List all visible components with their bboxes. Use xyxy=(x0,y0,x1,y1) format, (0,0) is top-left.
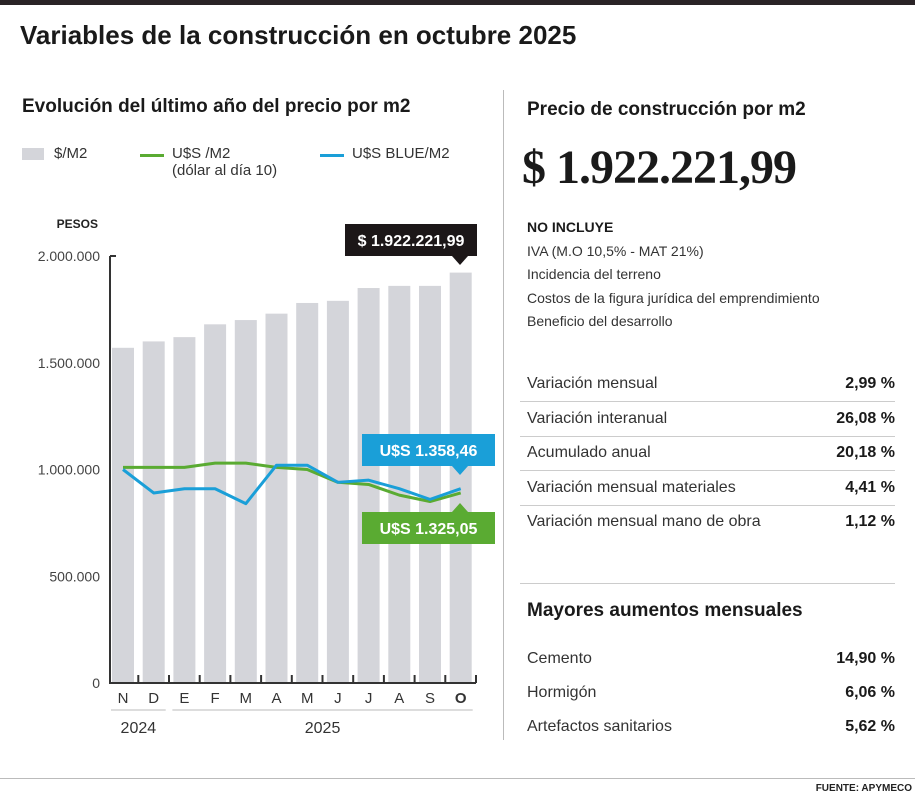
row-divider xyxy=(520,470,895,471)
excludes-title: NO INCLUYE xyxy=(527,219,614,235)
stat-value: 6,06 % xyxy=(845,684,895,701)
excludes-item: IVA (M.O 10,5% - MAT 21%) xyxy=(527,242,704,259)
stat-label: Variación mensual mano de obra xyxy=(527,513,761,530)
row-divider xyxy=(520,401,895,402)
callout-label: $ 1.922.221,99 xyxy=(358,233,465,250)
y-tick-label: 1.500.000 xyxy=(38,355,100,371)
source-credit: FUENTE: APYMECO xyxy=(815,783,912,794)
row-divider xyxy=(520,435,895,437)
x-tick-label: A xyxy=(394,690,404,707)
legend-label: U$S BLUE/M2 xyxy=(352,145,450,162)
stat-row: Acumulado anual 20,18 % xyxy=(527,436,895,470)
y-tick-label: 2.000.000 xyxy=(38,248,100,264)
line-series xyxy=(123,461,462,504)
bar xyxy=(326,300,349,683)
top-bar xyxy=(0,0,915,5)
legend-swatch-blue-line xyxy=(320,154,344,157)
excludes-item: Costos de la figura jurídica del emprend… xyxy=(527,289,820,306)
bar xyxy=(265,313,288,683)
x-tick-label: M xyxy=(301,690,314,707)
stat-value: 1,12 % xyxy=(845,513,895,530)
stat-value: 26,08 % xyxy=(836,409,895,427)
legend-label: U$S /M2 (dólar al día 10) xyxy=(172,145,278,179)
excludes-list: NO INCLUYE IVA (M.O 10,5% - MAT 21%) Inc… xyxy=(527,216,820,334)
stat-row: Variación mensual 2,99 % xyxy=(527,367,895,401)
y-tick-label: 1.000.000 xyxy=(38,462,100,478)
callout-box xyxy=(362,434,495,466)
stat-row: Hormigón 6,06 % xyxy=(527,676,895,710)
y-tick-label: 500.000 xyxy=(49,568,100,584)
stat-label: Variación mensual xyxy=(527,375,658,392)
bar xyxy=(142,341,165,683)
stat-label: Acumulado anual xyxy=(527,444,651,461)
x-tick-label: M xyxy=(240,690,253,707)
bottom-rule xyxy=(0,778,915,779)
column-divider xyxy=(503,90,504,740)
excludes-item: Beneficio del desarrollo xyxy=(527,313,673,329)
price-value: $ 1.922.221,99 xyxy=(522,141,797,194)
stat-value: 5,62 % xyxy=(845,718,895,735)
line-series xyxy=(122,463,462,506)
x-tick-label: E xyxy=(179,690,189,707)
excludes-item: Incidencia del terreno xyxy=(527,266,661,282)
x-tick-label: J xyxy=(334,690,342,707)
bar xyxy=(388,285,411,683)
stat-row: Variación mensual mano de obra 1,12 % xyxy=(527,505,895,539)
stat-value: 20,18 % xyxy=(836,444,895,461)
bar xyxy=(419,285,441,683)
stat-value: 14,90 % xyxy=(836,650,895,667)
callout-pointer xyxy=(452,256,468,265)
stat-value: 4,41 % xyxy=(845,478,895,496)
x-tick-label: N xyxy=(118,690,129,707)
row-divider xyxy=(520,504,895,506)
legend-swatch-green-line xyxy=(140,154,164,157)
bar xyxy=(449,272,472,683)
stat-row: Cemento 14,90 % xyxy=(527,642,895,676)
stat-label: Cemento xyxy=(527,650,592,667)
callout-label: U$S 1.325,05 xyxy=(380,521,478,538)
bar xyxy=(204,324,227,683)
callout-label: U$S 1.358,46 xyxy=(380,443,478,460)
stat-label: Hormigón xyxy=(527,684,597,701)
bar xyxy=(112,347,134,683)
section-divider xyxy=(520,583,895,584)
callout-pointer xyxy=(452,466,468,475)
x-tick-label: J xyxy=(365,690,373,707)
increases-title: Mayores aumentos mensuales xyxy=(527,600,803,621)
page-title: Variables de la construcción en octubre … xyxy=(20,20,577,50)
x-tick-label: S xyxy=(425,690,435,707)
stat-value: 2,99 % xyxy=(845,375,895,392)
year-label: 2025 xyxy=(305,720,341,737)
legend-item-usd: U$S /M2 (dólar al día 10) xyxy=(140,145,277,179)
legend-label: $/M2 xyxy=(54,145,88,162)
legend-swatch-bar xyxy=(22,148,44,160)
year-label: 2024 xyxy=(121,720,157,737)
bar xyxy=(173,337,196,683)
x-tick-label: F xyxy=(211,690,220,707)
stat-label: Artefactos sanitarios xyxy=(527,718,672,735)
bar xyxy=(296,302,319,683)
x-tick-label: O xyxy=(455,690,467,707)
callout-box xyxy=(345,224,477,256)
bar-line-chart: PESOS 0 500.000 1.000.000 1.500.000 2.000.000… xyxy=(38,217,495,737)
y-tick-label: 0 xyxy=(92,675,100,691)
stat-row: Variación interanual 26,08 % xyxy=(527,402,895,436)
y-axis-label: PESOS xyxy=(57,217,98,231)
callout-pointer xyxy=(452,503,468,512)
x-tick-label: D xyxy=(148,690,159,707)
stat-label: Variación interanual xyxy=(527,409,668,427)
x-tick-label: A xyxy=(271,690,281,707)
stat-label: Variación mensual materiales xyxy=(527,478,736,496)
price-subtitle: Precio de construcción por m2 xyxy=(527,99,806,120)
callout-box xyxy=(362,512,495,544)
legend-item-pesos: $/M2 xyxy=(22,145,87,162)
legend-item-usd-blue: U$S BLUE/M2 xyxy=(320,145,450,162)
chart-subtitle: Evolución del último año del precio por … xyxy=(22,96,411,117)
stat-row: Variación mensual materiales 4,41 % xyxy=(527,471,895,505)
stat-row: Artefactos sanitarios 5,62 % xyxy=(527,710,895,744)
